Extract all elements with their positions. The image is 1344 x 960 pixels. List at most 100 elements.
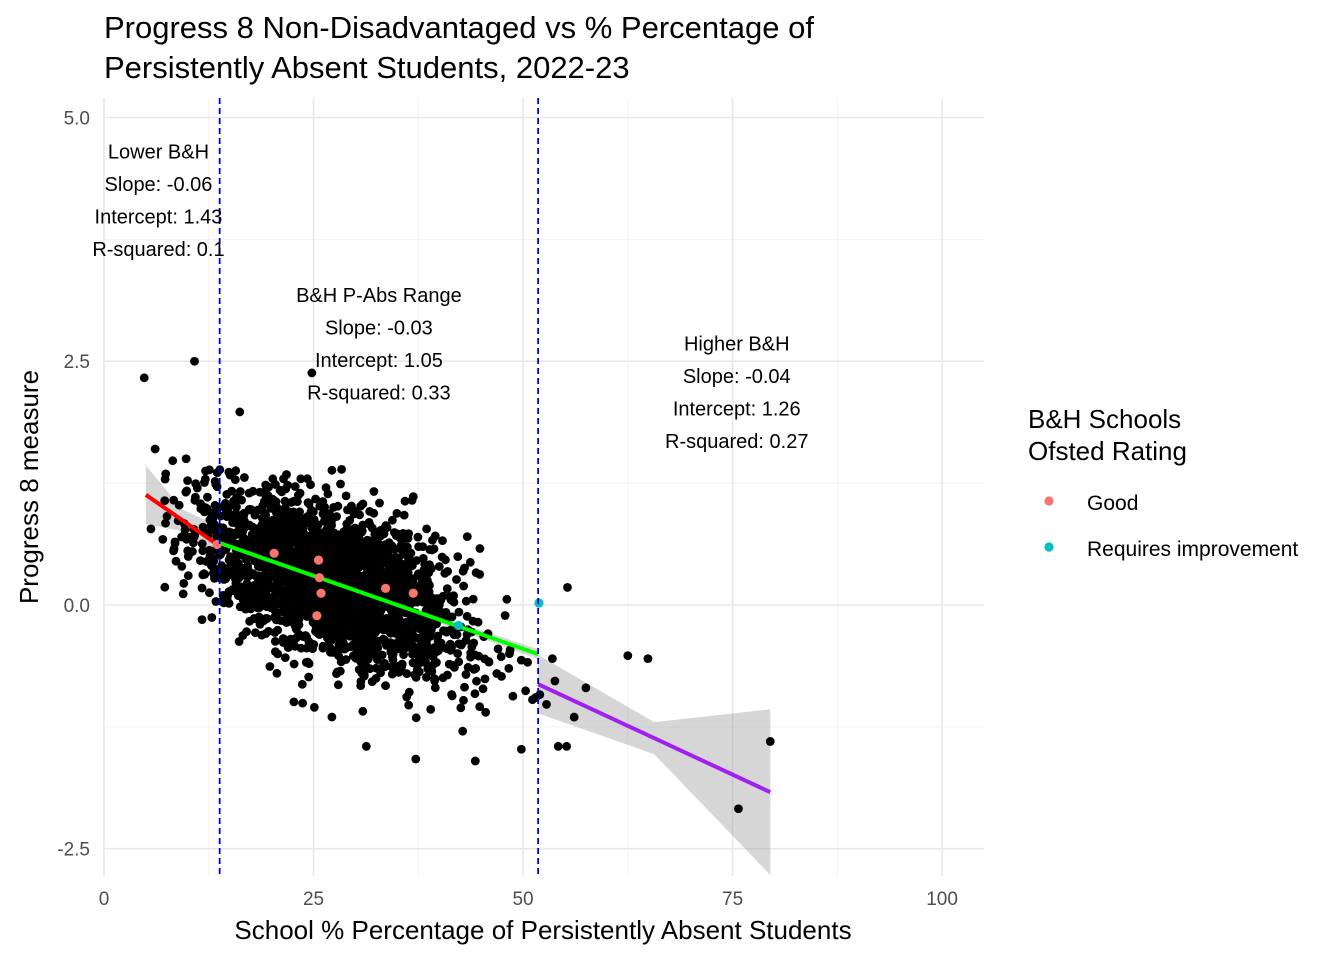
data-point — [309, 515, 319, 524]
data-point — [399, 510, 409, 520]
data-point — [235, 602, 245, 612]
data-point — [400, 593, 409, 603]
data-point — [168, 456, 178, 466]
data-point — [323, 641, 333, 651]
data-point — [320, 564, 330, 574]
highlighted-point — [314, 573, 324, 583]
data-point — [139, 373, 149, 383]
data-point — [239, 508, 249, 518]
data-point — [408, 492, 418, 501]
data-point — [373, 528, 383, 537]
chart-title-line-1: Progress 8 Non-Disadvantaged vs % Percen… — [104, 10, 814, 45]
data-point — [459, 695, 468, 705]
data-point — [413, 532, 423, 542]
data-point — [461, 636, 471, 645]
data-point — [375, 498, 384, 508]
x-tick-label: 75 — [722, 889, 743, 910]
legend-label: Good — [1087, 492, 1138, 515]
data-point — [234, 573, 244, 583]
data-point — [278, 600, 287, 610]
annotation-line: Slope: -0.06 — [105, 174, 213, 196]
data-point — [480, 674, 490, 684]
data-point — [395, 533, 405, 543]
data-point — [254, 612, 264, 622]
data-point — [380, 658, 389, 668]
data-point — [351, 608, 361, 618]
data-point — [291, 583, 300, 593]
annotation-line: Intercept: 1.26 — [673, 399, 801, 421]
data-point — [278, 577, 287, 587]
annotation-line: Higher B&H — [684, 334, 790, 356]
annotation-line: Slope: -0.03 — [325, 317, 433, 339]
highlighted-point — [269, 548, 279, 558]
data-point — [371, 585, 380, 595]
data-point — [349, 540, 359, 549]
data-point — [268, 474, 278, 484]
data-point — [369, 487, 379, 496]
data-point — [232, 493, 241, 502]
data-point — [204, 545, 214, 555]
data-point — [323, 489, 333, 499]
data-point — [452, 575, 461, 584]
legend-key — [1044, 496, 1054, 506]
data-point — [261, 480, 271, 490]
data-point — [392, 509, 402, 518]
data-point — [475, 702, 485, 712]
data-point — [189, 533, 199, 542]
data-point — [327, 465, 337, 475]
data-point — [393, 641, 403, 651]
data-point — [279, 616, 289, 626]
data-point — [345, 573, 355, 582]
data-point — [299, 632, 308, 641]
data-point — [183, 476, 193, 485]
data-point — [258, 501, 268, 510]
data-point — [391, 575, 401, 584]
data-point — [390, 606, 400, 615]
data-point — [282, 470, 291, 479]
highlighted-point — [312, 611, 322, 621]
data-point — [390, 528, 399, 537]
data-point — [177, 562, 187, 571]
data-point — [262, 614, 272, 623]
data-point — [332, 512, 341, 521]
data-point — [481, 707, 491, 717]
x-axis-ticks: 0 25 50 75 100 — [99, 889, 958, 910]
data-point — [270, 637, 280, 646]
data-point — [181, 454, 191, 464]
data-point — [356, 681, 366, 691]
data-point — [359, 608, 369, 618]
data-point — [279, 507, 289, 517]
data-point — [542, 700, 551, 709]
data-point — [404, 687, 414, 697]
data-point — [411, 620, 421, 630]
data-point — [290, 482, 300, 491]
data-point — [273, 649, 283, 659]
data-point — [198, 522, 208, 532]
data-point — [433, 636, 443, 646]
data-point — [207, 613, 217, 622]
data-point — [242, 587, 252, 597]
data-point — [447, 690, 456, 699]
annotation-line: Intercept: 1.43 — [95, 207, 223, 229]
chart-title-line-2: Persistently Absent Students, 2022-23 — [104, 50, 630, 85]
data-point — [643, 654, 653, 663]
data-point — [261, 510, 270, 520]
data-point — [300, 531, 310, 541]
data-point — [432, 608, 441, 618]
data-point — [244, 488, 254, 498]
data-point — [301, 658, 311, 667]
data-point — [430, 683, 440, 693]
data-point — [397, 619, 407, 628]
data-point — [230, 475, 240, 484]
data-point — [317, 537, 327, 547]
data-point — [214, 570, 224, 580]
data-point — [765, 737, 775, 746]
data-point — [441, 608, 451, 617]
legend-title-line-2: Ofsted Rating — [1028, 436, 1187, 466]
data-point — [360, 644, 369, 653]
data-point — [359, 671, 369, 681]
data-point — [405, 626, 415, 635]
data-point — [254, 591, 264, 601]
data-point — [399, 563, 409, 573]
data-point — [384, 538, 394, 547]
